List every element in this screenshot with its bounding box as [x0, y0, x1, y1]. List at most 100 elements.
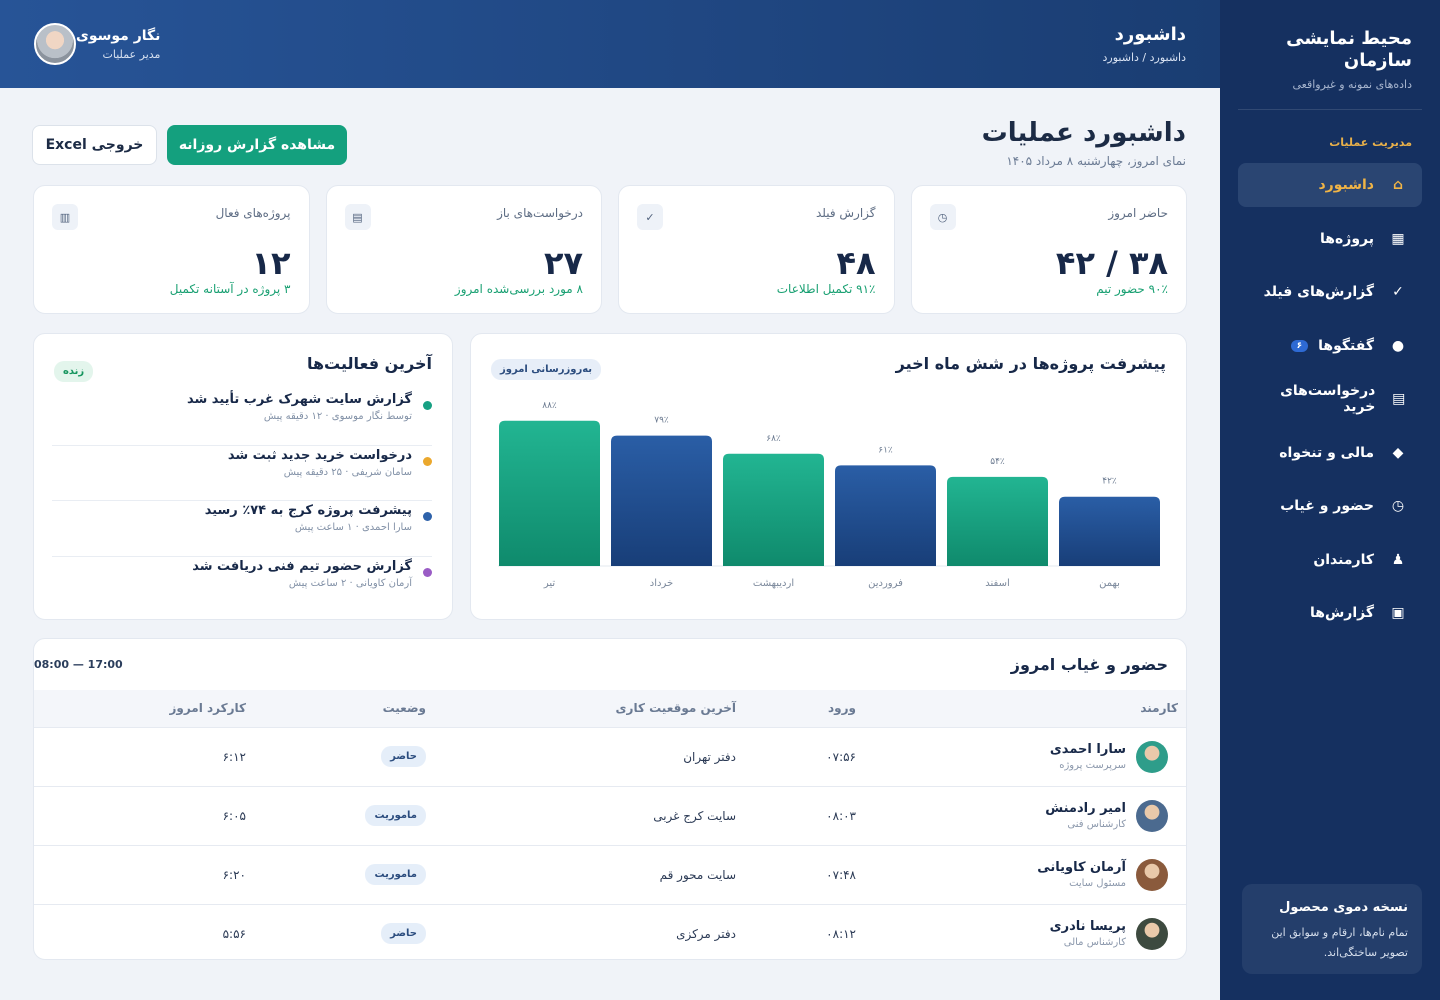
sidebar-item-projects[interactable]: ▦ پروژه‌ها [1238, 217, 1422, 261]
sidebar-item-label: درخواست‌های خرید [1280, 383, 1376, 415]
demo-title: نسخه دموی محصول [1279, 900, 1408, 915]
avatar[interactable] [34, 23, 76, 65]
bar-value-label: ۶۸٪ [766, 434, 781, 444]
brand-title: محیط نمایشی سازمان [1286, 28, 1412, 71]
x-tick-label: تیر [543, 578, 556, 589]
table-row[interactable]: پریسا نادری کارشناس مالی ۰۸:۱۲ دفتر مرکزی حا… [34, 903, 1186, 959]
chart-bar[interactable] [1059, 496, 1160, 566]
stat-label: درخواست‌های باز [497, 206, 583, 220]
list-item[interactable]: درخواست خرید جدید ثبت شد سامان شریفی · ۲۵… [52, 446, 432, 501]
status-badge: ماموریت [365, 805, 426, 826]
bar-value-label: ۴۲٪ [1102, 477, 1117, 487]
user-menu[interactable]: نگار موسوی مدیر عملیات [34, 23, 172, 65]
report-icon: ▣ [1391, 605, 1405, 621]
avatar [1136, 858, 1168, 891]
col-location: آخرین موقعیت کاری [615, 701, 736, 716]
employee-cell: امیر رادمنش کارشناس فنی [856, 785, 1186, 845]
sidebar-item-list[interactable]: ▤ درخواست‌های خرید [1238, 377, 1422, 421]
col-employee: کارمند [1140, 701, 1178, 716]
sidebar-item-label: گفتگوها [1318, 337, 1374, 354]
chart-bar[interactable] [499, 420, 600, 566]
sidebar-item-check[interactable]: ✓ گزارش‌های فیلد [1238, 270, 1422, 314]
daily-report-button[interactable]: مشاهده گزارش روزانه [167, 125, 347, 165]
sidebar-item-person[interactable]: ♟ کارمندان [1238, 538, 1422, 582]
brand-subtitle: داده‌های نمونه و غیرواقعی [1292, 78, 1413, 91]
chart-bar[interactable] [947, 476, 1048, 566]
project-progress-card: ۴۲٪ بهمن ۵۴٪ اسفند ۶۱٪ فروردین ۶۸٪ اردیبهشت ۷۹٪ خ… [470, 333, 1187, 620]
export-excel-button[interactable]: خروجی Excel [32, 125, 157, 165]
sidebar-item-clock[interactable]: ◷ حضور و غیاب [1238, 484, 1422, 528]
status-dot-icon [423, 456, 432, 466]
stat-value: ۴۸ [836, 244, 876, 282]
sidebar-item-diamond[interactable]: ◆ مالی و تنخواه [1238, 431, 1422, 475]
table-row[interactable]: آرمان کاویانی مسئول سایت ۰۷:۴۸ سایت محور قم… [34, 844, 1186, 904]
employee-name: آرمان کاویانی [1037, 860, 1126, 875]
status-badge: حاضر [381, 746, 426, 767]
stat-card-active-projects[interactable]: پروژه‌های فعال ▥ ۱۲ ۳ پروژه در آستانه تکمیل [33, 185, 310, 314]
activity-title-text: گزارش سایت شهرک غرب تأیید شد [186, 392, 412, 407]
project-progress-chart: ۴۲٪ بهمن ۵۴٪ اسفند ۶۱٪ فروردین ۶۸٪ اردیبهشت ۷۹٪ خ… [498, 401, 1160, 589]
list-item[interactable]: گزارش سایت شهرک غرب تأیید شد توسط نگار مو… [52, 390, 432, 446]
last-location: دفتر تهران [426, 726, 736, 786]
x-tick-label: اسفند [985, 578, 1009, 589]
col-checkin: ورود [828, 701, 856, 716]
user-role: مدیر عملیات [102, 47, 161, 61]
stat-note: ۹۱٪ تکمیل اطلاعات [776, 282, 876, 296]
breadcrumb[interactable]: داشبورد / داشبورد [1102, 51, 1186, 64]
stat-value: ۲۷ [543, 244, 583, 282]
list-item[interactable]: پیشرفت پروژه کرج به ۷۴٪ رسید سارا احمدی ·… [52, 501, 432, 557]
worked-time: ۵:۵۶ [34, 903, 246, 959]
stat-label: گزارش فیلد [815, 206, 876, 220]
stat-card-open-requests[interactable]: درخواست‌های باز ▤ ۲۷ ۸ مورد بررسی‌شده امروز [325, 185, 602, 314]
stat-value: ۳۸ / ۴۲ [1055, 244, 1168, 282]
person-icon: ♟ [1391, 551, 1405, 568]
chat-icon: ● [1391, 337, 1405, 354]
status-cell: ماموریت [246, 844, 426, 904]
table-header-row: کارمند ورود آخرین موقعیت کاری وضعیت کارک… [34, 690, 1186, 727]
activity-list: گزارش سایت شهرک غرب تأیید شد توسط نگار مو… [52, 390, 432, 612]
worked-time: ۶:۲۰ [34, 844, 246, 904]
stat-icon: ✓ [637, 204, 663, 230]
activity-title: آخرین فعالیت‌ها [306, 354, 432, 373]
chart-bar[interactable] [611, 435, 712, 566]
sidebar-item-report[interactable]: ▣ گزارش‌ها [1238, 591, 1422, 635]
stat-icon: ▥ [52, 204, 78, 230]
chart-bar[interactable] [723, 453, 824, 566]
table-row[interactable]: امیر رادمنش کارشناس فنی ۰۸:۰۳ سایت کرج غربی… [34, 785, 1186, 845]
stat-icon: ▤ [344, 204, 371, 230]
employee-role: سرپرست پروژه [1059, 760, 1126, 771]
checkin-time: ۰۸:۰۳ [736, 785, 856, 845]
stat-card-field-reports[interactable]: گزارش فیلد ✓ ۴۸ ۹۱٪ تکمیل اطلاعات [618, 185, 895, 314]
x-tick-label: بهمن [1099, 578, 1120, 589]
employee-cell: سارا احمدی سرپرست پروژه [856, 726, 1186, 786]
work-hours: 08:00 — 17:00 [34, 658, 123, 671]
status-cell: ماموریت [246, 785, 426, 845]
projects-icon: ▦ [1391, 230, 1405, 247]
diamond-icon: ◆ [1392, 444, 1404, 461]
sidebar: محیط نمایشی سازمان داده‌های نمونه و غیرو… [1220, 0, 1440, 1000]
x-tick-label: فروردین [868, 578, 903, 589]
demo-notice: نسخه دموی محصول تمام نام‌ها، ارقام و سوا… [1242, 884, 1422, 974]
last-location: سایت محور قم [426, 844, 736, 904]
stat-cards: پروژه‌های فعال ▥ ۱۲ ۳ پروژه در آستانه تکمیل… [33, 185, 1187, 314]
nav-section-label: مدیریت عملیات [1329, 136, 1412, 149]
stat-card-present-today[interactable]: حاضر امروز ◷ ۳۸ / ۴۲ ۹۰٪ حضور تیم [910, 185, 1187, 314]
page-header: داشبورد عملیات نمای امروز، چهارشنبه ۸ مر… [982, 118, 1186, 168]
sidebar-item-label: حضور و غیاب [1280, 498, 1374, 514]
activity-meta: سارا احمدی · ۱ ساعت پیش [294, 522, 412, 533]
sidebar-item-label: گزارش‌ها [1310, 605, 1374, 621]
table-row[interactable]: سارا احمدی سرپرست پروژه ۰۷:۵۶ دفتر تهران حاض… [34, 726, 1186, 786]
col-worked: کارکرد امروز [169, 701, 246, 716]
sidebar-item-chat[interactable]: ● گفتگوها ۶ [1238, 324, 1422, 368]
activity-meta: سامان شریفی · ۲۵ دقیقه پیش [283, 466, 412, 478]
list-item[interactable]: گزارش حضور تیم فنی دریافت شد آرمان کاویان… [52, 557, 432, 613]
col-status: وضعیت [382, 701, 426, 716]
employee-role: مسئول سایت [1069, 878, 1126, 889]
stat-note: ۸ مورد بررسی‌شده امروز [454, 282, 583, 296]
unread-badge: ۶ [1290, 339, 1309, 352]
chart-bar[interactable] [835, 465, 936, 566]
status-badge: ماموریت [365, 864, 426, 885]
stat-note: ۹۰٪ حضور تیم [1096, 282, 1168, 296]
sidebar-item-home[interactable]: ⌂ داشبورد [1238, 163, 1422, 207]
bar-value-label: ۶۱٪ [878, 445, 893, 455]
